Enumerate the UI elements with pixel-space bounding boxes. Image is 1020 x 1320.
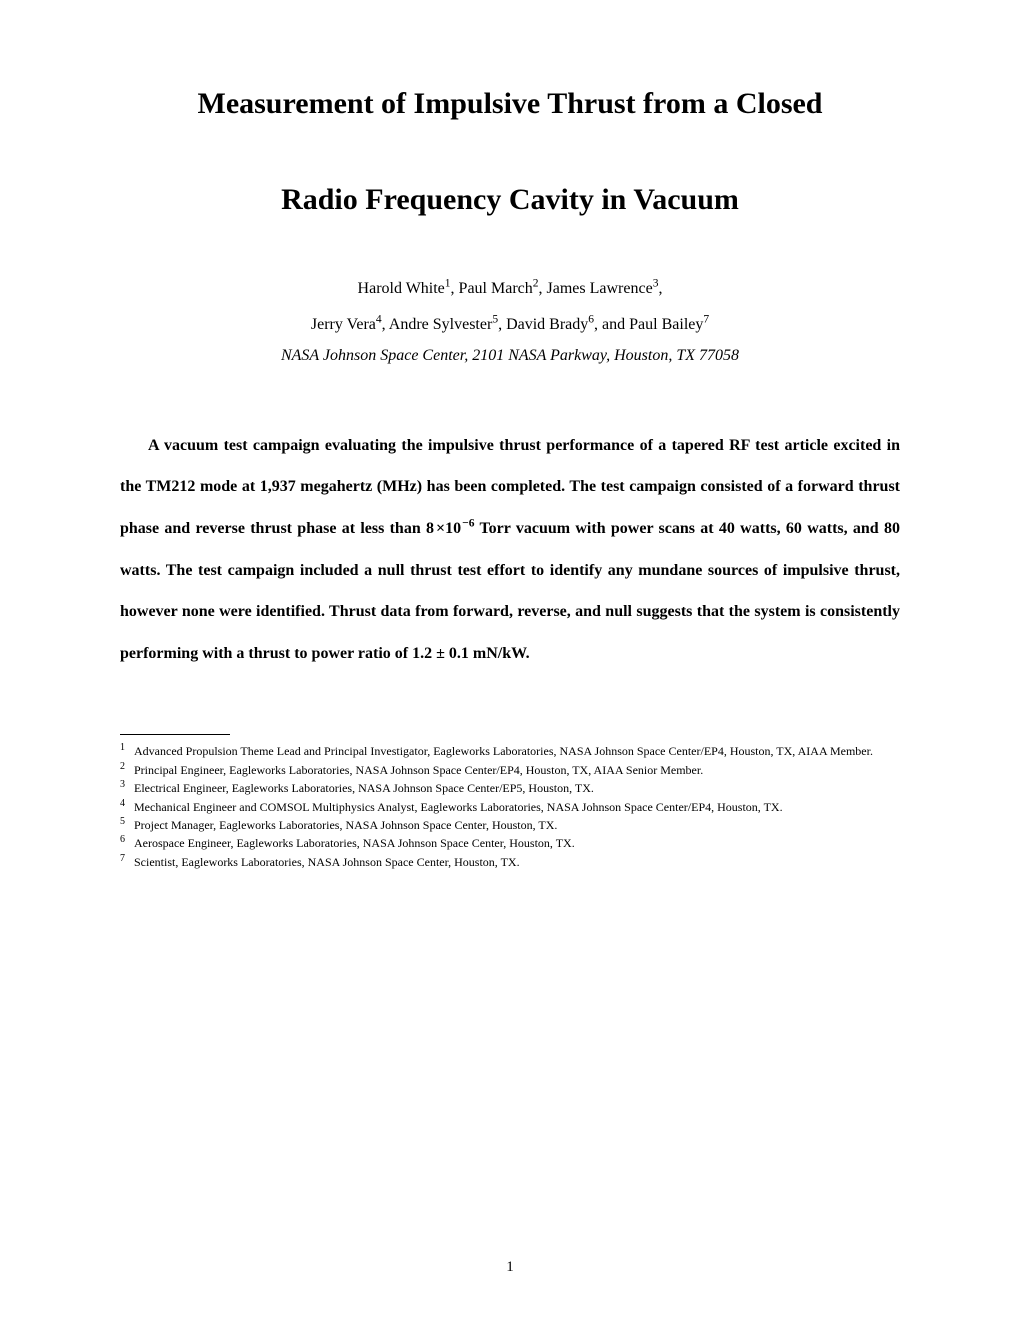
footnote: 3Electrical Engineer, Eagleworks Laborat… [120, 780, 900, 797]
footnotes: 1Advanced Propulsion Theme Lead and Prin… [120, 743, 900, 871]
authors-line-1: Harold White1, Paul March2, James Lawren… [120, 274, 900, 304]
footnote: 6Aerospace Engineer, Eagleworks Laborato… [120, 835, 900, 852]
authors-line-2: Jerry Vera4, Andre Sylvester5, David Bra… [120, 310, 900, 340]
paper-title: Measurement of Impulsive Thrust from a C… [120, 80, 900, 224]
title-line-1: Measurement of Impulsive Thrust from a C… [198, 87, 823, 120]
footnote: 4Mechanical Engineer and COMSOL Multiphy… [120, 799, 900, 816]
affiliation: NASA Johnson Space Center, 2101 NASA Par… [120, 347, 900, 365]
title-line-2: Radio Frequency Cavity in Vacuum [281, 183, 739, 216]
footnote: 1Advanced Propulsion Theme Lead and Prin… [120, 743, 900, 760]
page-number: 1 [0, 1259, 1020, 1276]
footnote: 5Project Manager, Eagleworks Laboratorie… [120, 817, 900, 834]
footnote-rule [120, 734, 230, 735]
abstract: A vacuum test campaign evaluating the im… [120, 425, 900, 675]
paper-page: Measurement of Impulsive Thrust from a C… [0, 0, 1020, 912]
footnote: 2Principal Engineer, Eagleworks Laborato… [120, 762, 900, 779]
footnote: 7Scientist, Eagleworks Laboratories, NAS… [120, 854, 900, 871]
